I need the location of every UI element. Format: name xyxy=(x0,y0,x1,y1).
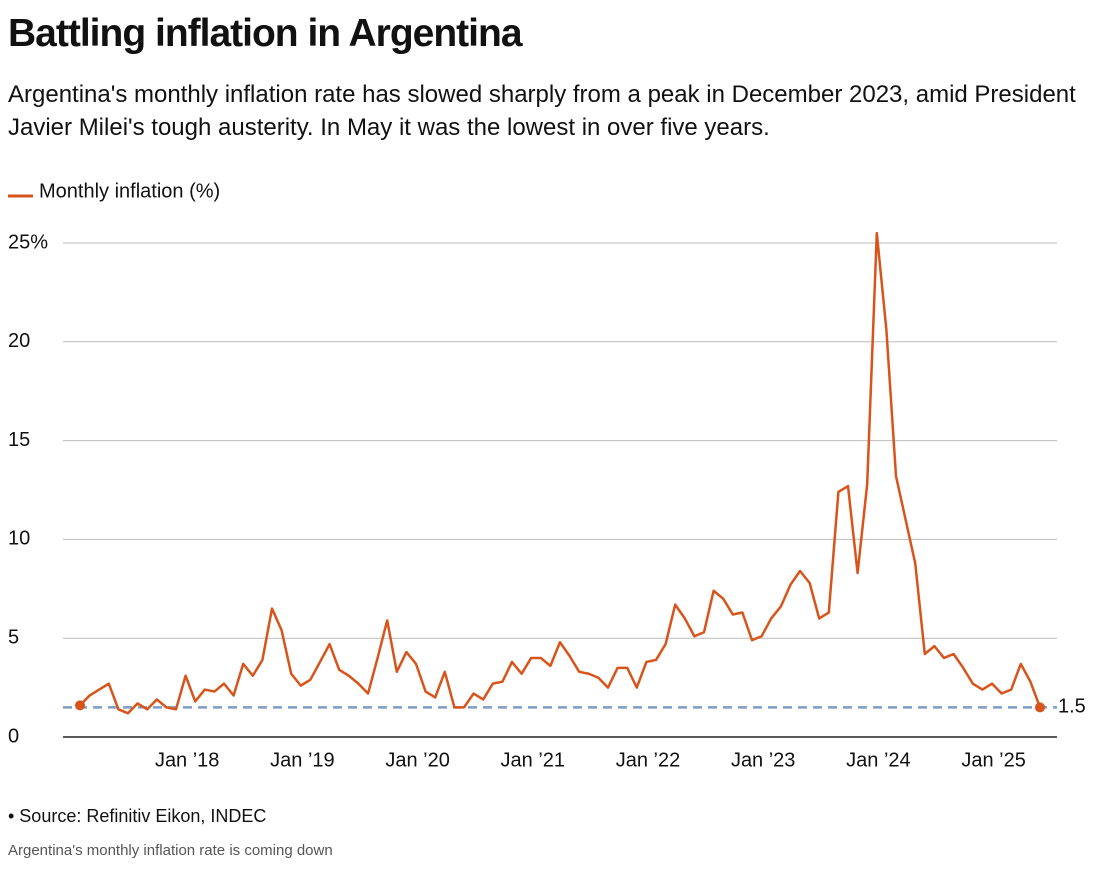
chart-subtitle: Argentina's monthly inflation rate has s… xyxy=(8,81,1076,141)
x-tick-label: Jan ’21 xyxy=(501,749,566,771)
y-tick-label: 20 xyxy=(8,330,30,352)
chart: 0 5 10 15 20 25% Jan ’18 Jan ’19 Jan ’20 Jan ’21 J… xyxy=(8,180,1086,771)
y-tick-label: 5 xyxy=(8,626,19,648)
chart-title: Battling inflation in Argentina xyxy=(8,12,523,55)
endpoint-dot xyxy=(1035,702,1045,713)
x-tick-label: Jan ’24 xyxy=(846,749,911,771)
endpoint-dot xyxy=(75,700,85,711)
y-tick-label: 25% xyxy=(8,231,48,253)
x-tick-label: Jan ’22 xyxy=(616,749,681,771)
reference-label: 1.5 xyxy=(1058,696,1086,718)
caption: Argentina's monthly inflation rate is co… xyxy=(8,842,333,859)
x-tick-label: Jan ’23 xyxy=(731,749,796,771)
x-tick-label: Jan ’18 xyxy=(155,749,220,771)
y-tick-label: 10 xyxy=(8,528,30,550)
y-tick-label: 0 xyxy=(8,725,19,747)
legend-label: Monthly inflation (%) xyxy=(39,180,220,202)
series-line xyxy=(79,231,1042,715)
source: • Source: Refinitiv Eikon, INDEC xyxy=(8,806,267,826)
x-tick-label: Jan ’19 xyxy=(270,749,335,771)
x-tick-label: Jan ’25 xyxy=(961,749,1026,771)
x-tick-label: Jan ’20 xyxy=(385,749,450,771)
y-tick-label: 15 xyxy=(8,429,30,451)
